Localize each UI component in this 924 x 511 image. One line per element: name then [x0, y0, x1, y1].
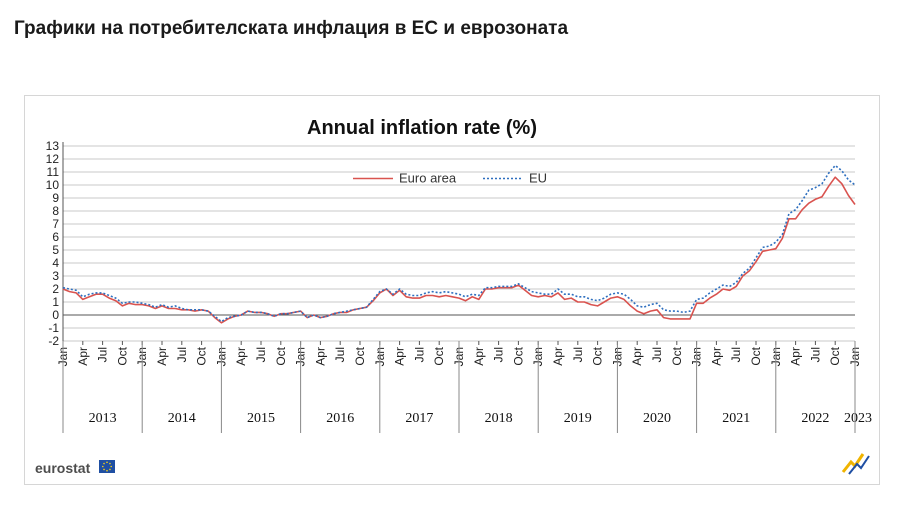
- x-month-label: Apr: [393, 347, 407, 366]
- series-line-eu: [62, 164, 856, 323]
- x-year-label: 2019: [564, 411, 592, 426]
- series-line-euro-area: [62, 176, 856, 324]
- x-month-label: Apr: [709, 347, 723, 366]
- x-year-label: 2022: [801, 411, 829, 426]
- x-month-label: Apr: [630, 347, 644, 366]
- eu-flag-star: [103, 468, 105, 471]
- x-month-label: Jul: [175, 347, 189, 362]
- y-tick-label: 13: [46, 139, 60, 153]
- x-month-label: Apr: [76, 347, 90, 366]
- x-month-label: Oct: [353, 346, 367, 365]
- x-month-label: Jul: [254, 347, 268, 362]
- x-month-label: Oct: [115, 346, 129, 365]
- y-tick-label: -1: [48, 321, 59, 335]
- x-month-label: Apr: [155, 347, 169, 366]
- x-month-label: Apr: [472, 347, 486, 366]
- eu-flag-star: [102, 465, 104, 468]
- x-month-label: Apr: [789, 347, 803, 366]
- x-year-label: 2013: [89, 411, 117, 426]
- y-tick-label: 11: [47, 165, 60, 179]
- y-tick-label: 4: [52, 256, 59, 270]
- eu-flag-star: [106, 469, 108, 472]
- y-tick-label: 10: [46, 178, 60, 192]
- x-month-label: Apr: [313, 347, 327, 366]
- x-month-label: Jul: [650, 347, 664, 362]
- x-year-label: 2016: [326, 411, 354, 426]
- x-year-label: 2023: [844, 411, 872, 426]
- x-month-label: Oct: [195, 346, 209, 365]
- legend-label: EU: [529, 171, 547, 186]
- x-month-label: Jul: [333, 347, 347, 362]
- x-month-label: Jul: [412, 347, 426, 362]
- x-year-label: 2015: [247, 411, 275, 426]
- x-month-label: Jul: [808, 347, 822, 362]
- x-year-label: 2014: [168, 411, 196, 426]
- x-year-label: 2017: [405, 411, 433, 426]
- x-month-label: Oct: [274, 346, 288, 365]
- y-tick-label: 9: [52, 191, 59, 205]
- x-month-label: Apr: [234, 347, 248, 366]
- eu-flag-icon: [99, 460, 115, 473]
- x-month-label: Jul: [492, 347, 506, 362]
- y-tick-label: 6: [52, 230, 59, 244]
- eu-flag-field: [99, 460, 115, 473]
- y-tick-label: 2: [52, 282, 59, 296]
- y-tick-label: 0: [52, 308, 59, 322]
- y-tick-label: 3: [52, 269, 59, 283]
- legend-label: Euro area: [399, 171, 457, 186]
- x-year-label: 2020: [643, 411, 671, 426]
- chart-title: Annual inflation rate (%): [307, 117, 537, 139]
- eurostat-logo: eurostat: [35, 460, 91, 476]
- x-month-label: Oct: [749, 346, 763, 365]
- x-month-label: Oct: [432, 346, 446, 365]
- y-tick-label: 5: [52, 243, 59, 257]
- x-month-label: Jul: [729, 347, 743, 362]
- eurostat-corner-mark-icon: [841, 453, 870, 475]
- corner-mark-yellow: [841, 453, 865, 473]
- x-month-label: Oct: [591, 346, 605, 365]
- eu-flag-star: [109, 468, 111, 471]
- x-month-label: Oct: [511, 346, 525, 365]
- x-year-label: 2018: [485, 411, 513, 426]
- chart-frame: Annual inflation rate (%) -2 -1 0 1 2 3 4 5 6 7 8 9…: [24, 95, 880, 485]
- y-tick-label: -2: [48, 334, 59, 348]
- page-title: Графики на потребителската инфлация в ЕС…: [14, 18, 569, 39]
- y-tick-label: 12: [46, 152, 60, 166]
- inflation-chart: Annual inflation rate (%) -2-10123456789…: [35, 117, 872, 476]
- eu-flag-star: [103, 462, 105, 465]
- x-month-label: Oct: [670, 346, 684, 365]
- y-tick-label: 1: [52, 295, 59, 309]
- x-month-label: Jul: [96, 347, 110, 362]
- x-month-label: Oct: [828, 346, 842, 365]
- y-tick-label: 8: [52, 204, 59, 218]
- eu-flag-star: [110, 465, 112, 468]
- x-month-label: Apr: [551, 347, 565, 366]
- eu-flag-star: [106, 461, 108, 464]
- corner-mark-blue: [848, 455, 870, 475]
- x-month-label: Jul: [571, 347, 585, 362]
- eu-flag-star: [109, 462, 111, 465]
- x-year-label: 2021: [722, 411, 750, 426]
- y-tick-label: 7: [52, 217, 59, 231]
